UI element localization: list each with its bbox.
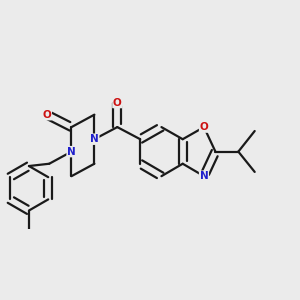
Text: N: N xyxy=(67,147,76,157)
Text: O: O xyxy=(200,122,208,132)
Text: N: N xyxy=(90,134,99,144)
Text: O: O xyxy=(43,110,51,120)
Text: N: N xyxy=(200,171,208,181)
Text: O: O xyxy=(113,98,122,108)
